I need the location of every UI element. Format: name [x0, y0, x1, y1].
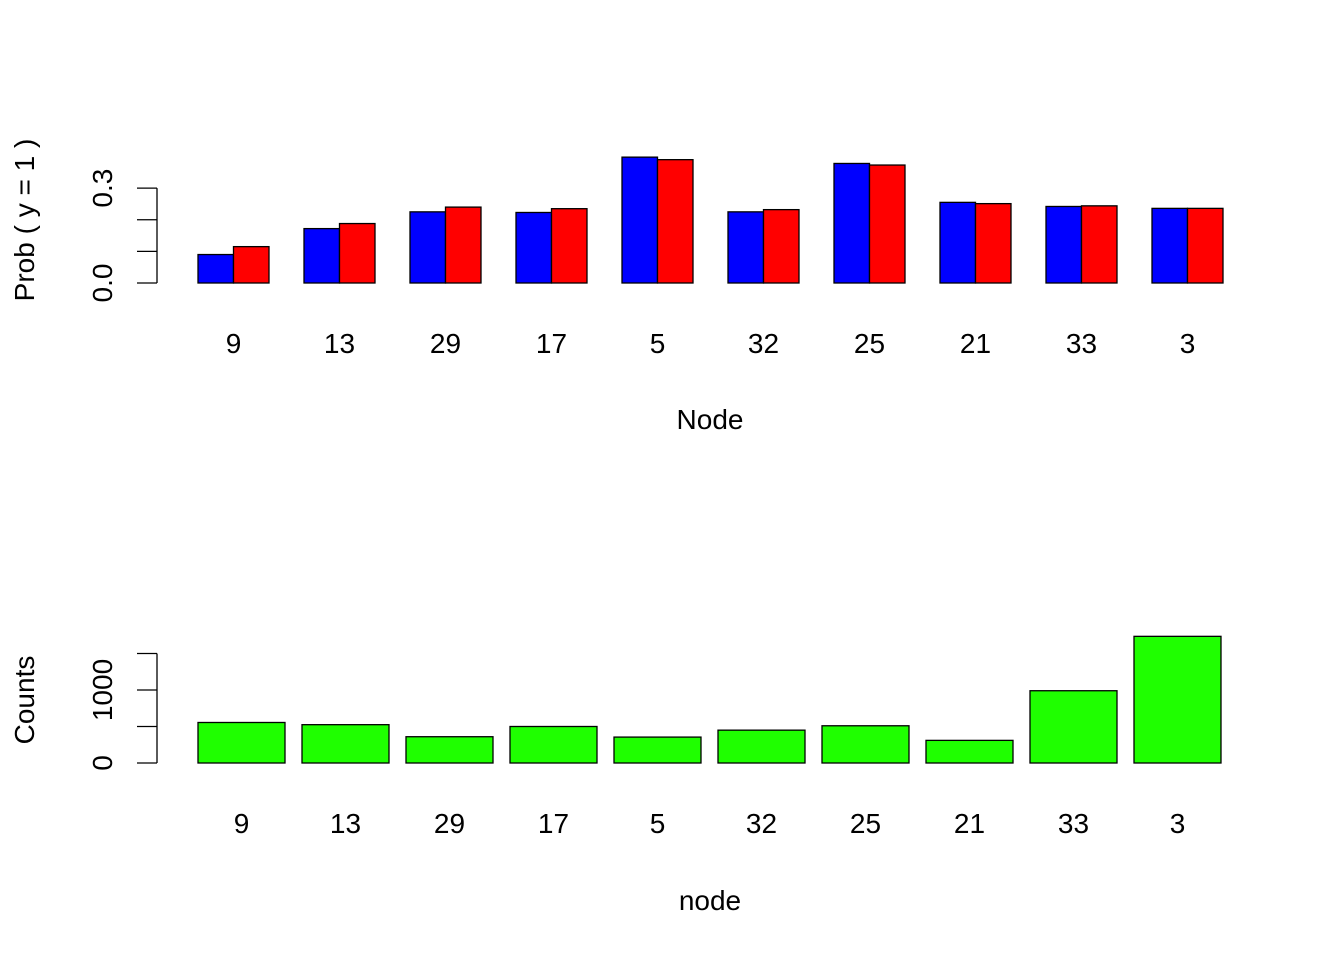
category-label: 25	[850, 808, 881, 839]
bar-series2-9	[232, 245, 270, 284]
bar-series1-17	[515, 211, 553, 284]
category-label: 21	[954, 808, 985, 839]
category-label: 33	[1066, 328, 1097, 359]
category-label: 3	[1170, 808, 1186, 839]
category-label: 5	[650, 808, 666, 839]
category-label: 3	[1180, 328, 1196, 359]
bar-29	[405, 736, 494, 764]
category-label: 13	[324, 328, 355, 359]
x-axis-title: node	[679, 885, 741, 916]
bar-series2-29	[444, 206, 482, 284]
y-tick-label: 1000	[87, 659, 118, 721]
bar-series1-21	[939, 201, 977, 284]
bar-33	[1029, 690, 1118, 764]
bar-17	[509, 725, 598, 764]
y-axis-title: Counts	[9, 656, 40, 745]
category-label: 5	[650, 328, 666, 359]
bar-series2-3	[1186, 207, 1224, 284]
category-label: 21	[960, 328, 991, 359]
bar-series1-25	[833, 162, 871, 284]
category-label: 17	[536, 328, 567, 359]
x-axis-title: Node	[677, 404, 744, 435]
category-label: 9	[226, 328, 242, 359]
category-label: 25	[854, 328, 885, 359]
bar-series2-5	[656, 159, 694, 284]
category-label: 13	[330, 808, 361, 839]
bar-series1-3	[1151, 207, 1189, 284]
bar-9	[197, 721, 286, 764]
bar-series2-21	[974, 202, 1012, 284]
category-label: 29	[434, 808, 465, 839]
y-axis-title: Prob ( y = 1 )	[9, 139, 40, 302]
bar-32	[717, 729, 806, 764]
bar-series2-25	[868, 164, 906, 284]
bar-25	[821, 725, 910, 764]
bar-series1-32	[727, 211, 765, 284]
bar-21	[925, 739, 1014, 764]
category-label: 9	[234, 808, 250, 839]
category-label: 32	[748, 328, 779, 359]
bar-3	[1133, 635, 1222, 764]
bar-series2-13	[338, 222, 376, 284]
bar-13	[301, 724, 390, 764]
category-label: 17	[538, 808, 569, 839]
category-label: 32	[746, 808, 777, 839]
bar-series1-29	[409, 211, 447, 284]
y-tick-label: 0	[87, 755, 118, 771]
bar-series2-33	[1080, 205, 1118, 284]
bar-series2-17	[550, 208, 588, 284]
y-tick-label: 0.3	[87, 169, 118, 208]
bar-series1-13	[303, 227, 341, 284]
bar-series1-5	[621, 156, 659, 284]
bar-series1-9	[197, 253, 235, 284]
bar-series2-32	[762, 208, 800, 284]
y-tick-label: 0.0	[87, 264, 118, 303]
bar-series1-33	[1045, 205, 1083, 284]
category-label: 33	[1058, 808, 1089, 839]
bar-5	[613, 736, 702, 764]
category-label: 29	[430, 328, 461, 359]
